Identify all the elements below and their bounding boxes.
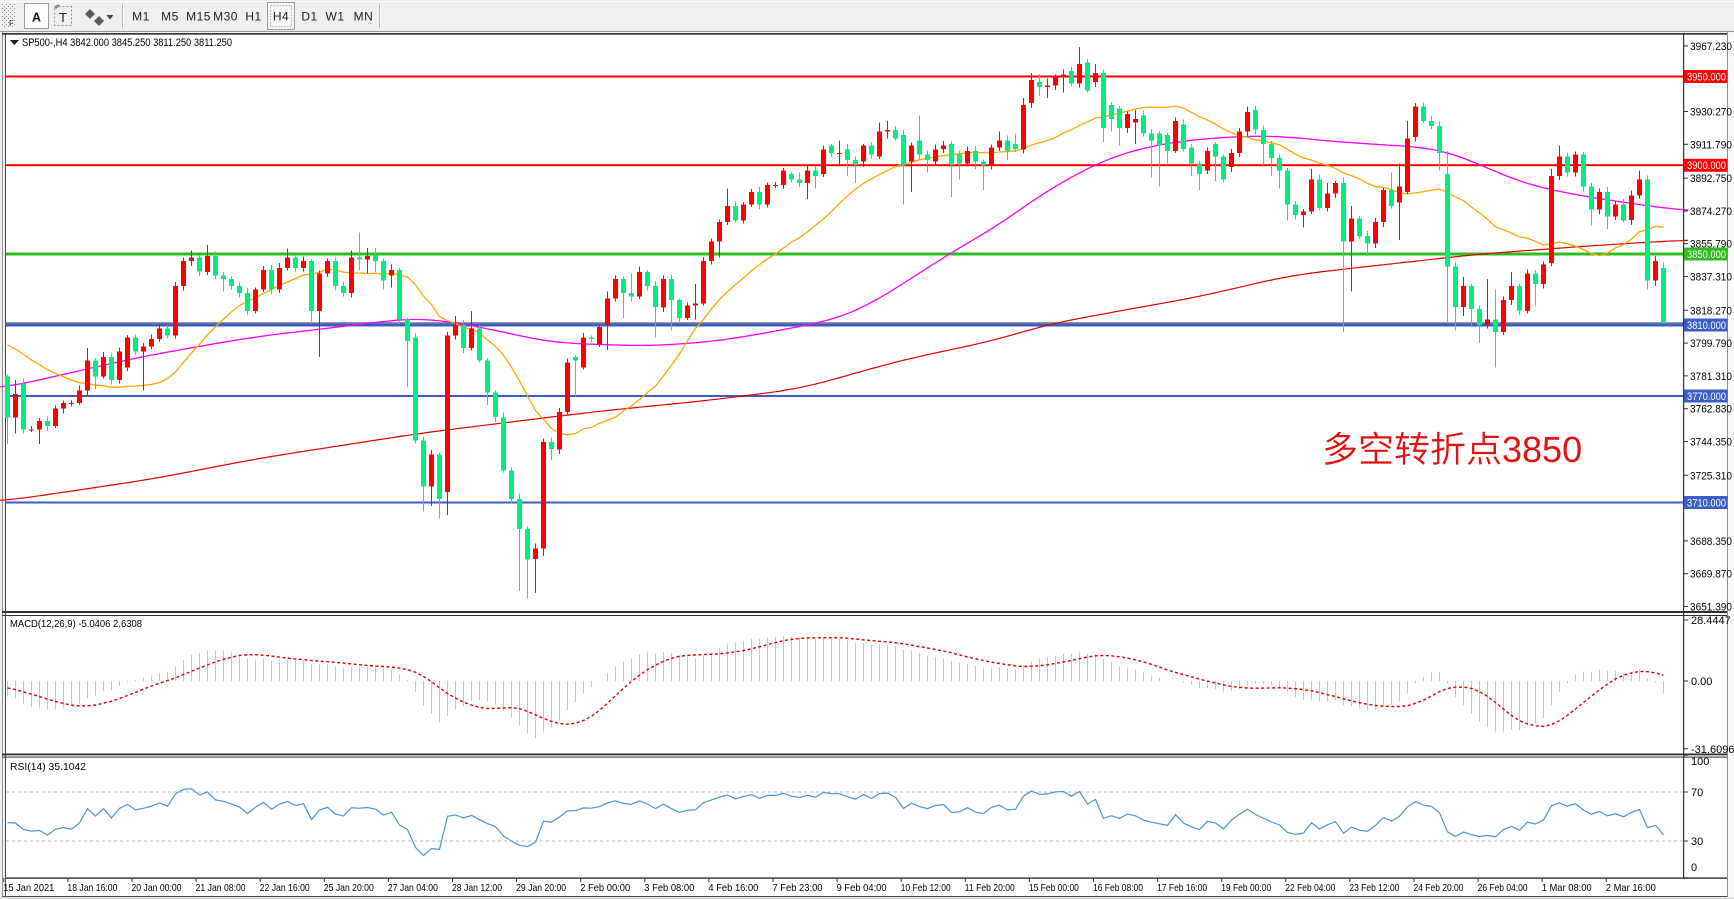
svg-text:19 Feb 00:00: 19 Feb 00:00 bbox=[1221, 882, 1271, 894]
svg-text:22 Feb 04:00: 22 Feb 04:00 bbox=[1285, 882, 1335, 894]
svg-text:3900.000: 3900.000 bbox=[1687, 160, 1726, 172]
svg-text:3799.790: 3799.790 bbox=[1690, 338, 1732, 350]
svg-text:4 Feb 16:00: 4 Feb 16:00 bbox=[708, 882, 758, 894]
svg-text:M15: M15 bbox=[186, 10, 211, 24]
svg-text:H1: H1 bbox=[245, 10, 261, 24]
svg-text:28 Jan 12:00: 28 Jan 12:00 bbox=[452, 882, 502, 894]
svg-text:M5: M5 bbox=[161, 10, 179, 24]
svg-text:MACD(12,26,9) -5.0406 2.6308: MACD(12,26,9) -5.0406 2.6308 bbox=[10, 618, 142, 630]
svg-text:3781.310: 3781.310 bbox=[1690, 371, 1732, 383]
svg-text:28.4447: 28.4447 bbox=[1691, 615, 1731, 627]
svg-text:D1: D1 bbox=[301, 10, 317, 24]
svg-text:-31.6096: -31.6096 bbox=[1691, 744, 1734, 756]
svg-text:25 Jan 20:00: 25 Jan 20:00 bbox=[324, 882, 374, 894]
svg-text:3688.350: 3688.350 bbox=[1690, 536, 1732, 548]
svg-text:3930.270: 3930.270 bbox=[1690, 107, 1732, 119]
svg-text:1 Mar 08:00: 1 Mar 08:00 bbox=[1542, 882, 1592, 894]
svg-text:21 Jan 08:00: 21 Jan 08:00 bbox=[196, 882, 246, 894]
svg-text:3744.350: 3744.350 bbox=[1690, 437, 1732, 449]
svg-text:3850: 3850 bbox=[1502, 429, 1582, 470]
svg-text:3818.270: 3818.270 bbox=[1690, 305, 1732, 317]
svg-text:15 Jan 2021: 15 Jan 2021 bbox=[3, 882, 54, 894]
svg-text:MN: MN bbox=[354, 10, 374, 24]
svg-text:3837.310: 3837.310 bbox=[1690, 272, 1732, 284]
svg-text:M1: M1 bbox=[132, 10, 150, 24]
svg-text:18 Jan 16:00: 18 Jan 16:00 bbox=[67, 882, 117, 894]
svg-text:29 Jan 20:00: 29 Jan 20:00 bbox=[516, 882, 566, 894]
svg-text:3911.790: 3911.790 bbox=[1690, 139, 1732, 151]
svg-text:0.00: 0.00 bbox=[1691, 676, 1712, 688]
svg-text:30: 30 bbox=[1691, 836, 1703, 848]
svg-text:3710.000: 3710.000 bbox=[1687, 498, 1726, 510]
svg-text:70: 70 bbox=[1691, 787, 1703, 799]
svg-text:24 Feb 20:00: 24 Feb 20:00 bbox=[1414, 882, 1464, 894]
svg-text:F: F bbox=[9, 19, 14, 28]
svg-text:A: A bbox=[32, 11, 41, 25]
svg-text:H4: H4 bbox=[273, 10, 289, 24]
svg-text:M30: M30 bbox=[213, 10, 238, 24]
svg-text:7 Feb 23:00: 7 Feb 23:00 bbox=[773, 882, 823, 894]
svg-text:16 Feb 08:00: 16 Feb 08:00 bbox=[1093, 882, 1143, 894]
svg-text:3892.750: 3892.750 bbox=[1690, 173, 1732, 185]
svg-text:RSI(14) 35.1042: RSI(14) 35.1042 bbox=[10, 761, 86, 773]
svg-text:3850.000: 3850.000 bbox=[1687, 249, 1726, 261]
svg-text:26 Feb 04:00: 26 Feb 04:00 bbox=[1478, 882, 1528, 894]
svg-text:23 Feb 12:00: 23 Feb 12:00 bbox=[1349, 882, 1399, 894]
svg-text:100: 100 bbox=[1691, 756, 1709, 768]
svg-text:3651.390: 3651.390 bbox=[1690, 602, 1732, 614]
svg-text:2 Feb 00:00: 2 Feb 00:00 bbox=[580, 882, 630, 894]
svg-text:9 Feb 04:00: 9 Feb 04:00 bbox=[837, 882, 887, 894]
svg-text:3874.270: 3874.270 bbox=[1690, 206, 1732, 218]
svg-text:3770.000: 3770.000 bbox=[1687, 391, 1726, 403]
svg-text:SP500-,H4 3842.000 3845.250 3: SP500-,H4 3842.000 3845.250 3811.250 381… bbox=[22, 37, 232, 49]
svg-text:22 Jan 16:00: 22 Jan 16:00 bbox=[260, 882, 310, 894]
svg-text:10 Feb 12:00: 10 Feb 12:00 bbox=[901, 882, 951, 894]
svg-text:11 Feb 20:00: 11 Feb 20:00 bbox=[965, 882, 1015, 894]
svg-text:3669.870: 3669.870 bbox=[1690, 569, 1732, 581]
svg-text:2 Mar 16:00: 2 Mar 16:00 bbox=[1606, 882, 1656, 894]
svg-text:3762.830: 3762.830 bbox=[1690, 404, 1732, 416]
svg-text:17 Feb 16:00: 17 Feb 16:00 bbox=[1157, 882, 1207, 894]
svg-text:3725.310: 3725.310 bbox=[1690, 470, 1732, 482]
svg-text:3 Feb 08:00: 3 Feb 08:00 bbox=[644, 882, 694, 894]
svg-text:3810.000: 3810.000 bbox=[1687, 320, 1726, 332]
svg-text:3967.230: 3967.230 bbox=[1690, 41, 1732, 53]
svg-text:0: 0 bbox=[1691, 862, 1697, 874]
svg-text:15 Feb 00:00: 15 Feb 00:00 bbox=[1029, 882, 1079, 894]
svg-text:W1: W1 bbox=[326, 10, 345, 24]
svg-text:T: T bbox=[59, 10, 67, 25]
svg-text:3950.000: 3950.000 bbox=[1687, 72, 1726, 84]
svg-text:27 Jan 04:00: 27 Jan 04:00 bbox=[388, 882, 438, 894]
svg-text:20 Jan 00:00: 20 Jan 00:00 bbox=[132, 882, 182, 894]
